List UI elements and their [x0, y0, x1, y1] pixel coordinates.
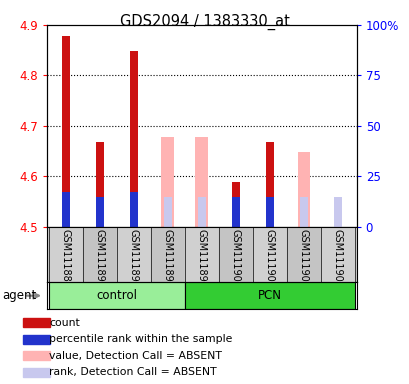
- Bar: [151, 227, 184, 282]
- Bar: [231, 182, 239, 227]
- Text: GDS2094 / 1383330_at: GDS2094 / 1383330_at: [120, 13, 289, 30]
- Text: agent: agent: [2, 289, 36, 302]
- Bar: [218, 227, 252, 282]
- Bar: [62, 192, 70, 227]
- Bar: [49, 282, 184, 309]
- Bar: [164, 197, 171, 227]
- Bar: [22, 351, 49, 360]
- Bar: [299, 197, 307, 227]
- Bar: [297, 152, 310, 227]
- Bar: [265, 142, 273, 227]
- Text: value, Detection Call = ABSENT: value, Detection Call = ABSENT: [49, 351, 222, 361]
- Text: rank, Detection Call = ABSENT: rank, Detection Call = ABSENT: [49, 367, 216, 377]
- Text: GSM111896: GSM111896: [162, 229, 173, 288]
- Bar: [22, 334, 49, 344]
- Bar: [231, 197, 239, 227]
- Bar: [96, 197, 103, 227]
- Text: PCN: PCN: [257, 289, 281, 302]
- Text: GSM111894: GSM111894: [128, 229, 139, 288]
- Bar: [252, 227, 286, 282]
- Bar: [265, 197, 273, 227]
- Bar: [161, 137, 174, 227]
- Bar: [198, 197, 205, 227]
- Text: GSM111892: GSM111892: [94, 229, 105, 288]
- Bar: [83, 227, 117, 282]
- Text: GSM111889: GSM111889: [61, 229, 71, 288]
- Bar: [130, 192, 137, 227]
- Bar: [62, 36, 70, 227]
- Text: GSM111906: GSM111906: [332, 229, 342, 288]
- Bar: [333, 197, 341, 227]
- Bar: [195, 137, 208, 227]
- Bar: [130, 51, 137, 227]
- Text: GSM111904: GSM111904: [298, 229, 308, 288]
- Text: GSM111900: GSM111900: [230, 229, 240, 288]
- Bar: [22, 367, 49, 376]
- Bar: [184, 282, 354, 309]
- Bar: [286, 227, 320, 282]
- Text: GSM111902: GSM111902: [264, 229, 274, 288]
- Text: control: control: [96, 289, 137, 302]
- Text: count: count: [49, 318, 80, 328]
- Bar: [96, 142, 103, 227]
- Bar: [117, 227, 151, 282]
- Bar: [22, 318, 49, 327]
- Bar: [320, 227, 354, 282]
- Text: GSM111898: GSM111898: [196, 229, 207, 288]
- Bar: [49, 227, 83, 282]
- Bar: [184, 227, 218, 282]
- Text: percentile rank within the sample: percentile rank within the sample: [49, 334, 232, 344]
